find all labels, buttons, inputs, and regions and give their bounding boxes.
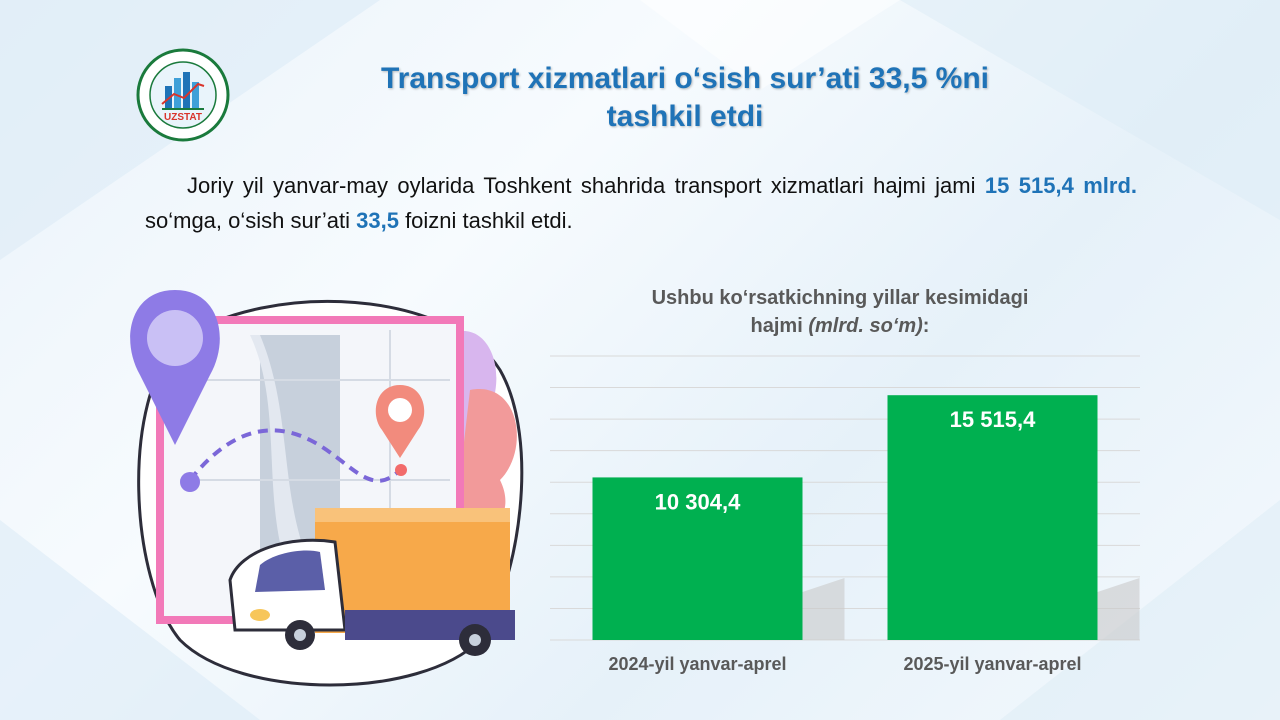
category-label-1: 2024-yil yanvar-aprel	[608, 654, 786, 674]
bar-shadow	[802, 578, 845, 640]
data-label-1: 10 304,4	[655, 489, 741, 514]
logo-text: UZSTAT	[164, 112, 202, 123]
bar-1	[592, 477, 803, 640]
uzstat-logo: UZSTAT	[136, 48, 230, 142]
page-title: Transport xizmatlari o‘sish sur’ati 33,5…	[270, 60, 1100, 136]
summary-paragraph: Joriy yil yanvar-may oylarida Toshkent s…	[145, 168, 1137, 238]
chart-title-line-2: hajmi (mlrd. so‘m):	[560, 312, 1120, 340]
title-line-2: tashkil etdi	[606, 100, 764, 133]
chart-title: Ushbu ko‘rsatkichning yillar kesimidagi …	[560, 284, 1120, 340]
title-line-1: Transport xizmatlari o‘sish sur’ati 33,5…	[381, 62, 989, 95]
chart-title-suffix: :	[922, 315, 930, 337]
paragraph-highlight-rate: 33,5	[356, 208, 399, 233]
paragraph-highlight-amount: 15 515,4 mlrd.	[984, 173, 1137, 198]
bar-chart: 10 304,4 2024-yil yanvar-aprel 15 515,4 202…	[550, 355, 1140, 674]
transport-map-illustration	[120, 280, 540, 700]
bar-shadow	[1097, 578, 1140, 640]
data-label-2: 15 515,4	[950, 407, 1036, 432]
chart-title-unit: (mlrd. so‘m)	[808, 315, 923, 337]
paragraph-text-1: Joriy yil yanvar-may oylarida Toshkent s…	[187, 173, 985, 198]
paragraph-text-2: so‘mga, o‘sish sur’ati	[145, 208, 357, 233]
chart-title-line-1: Ushbu ko‘rsatkichning yillar kesimidagi	[651, 287, 1029, 309]
chart-title-prefix: hajmi	[750, 315, 809, 337]
bar-2	[887, 395, 1098, 640]
category-label-2: 2025-yil yanvar-aprel	[903, 654, 1081, 674]
paragraph-text-3: foizni tashkil etdi.	[398, 208, 573, 233]
